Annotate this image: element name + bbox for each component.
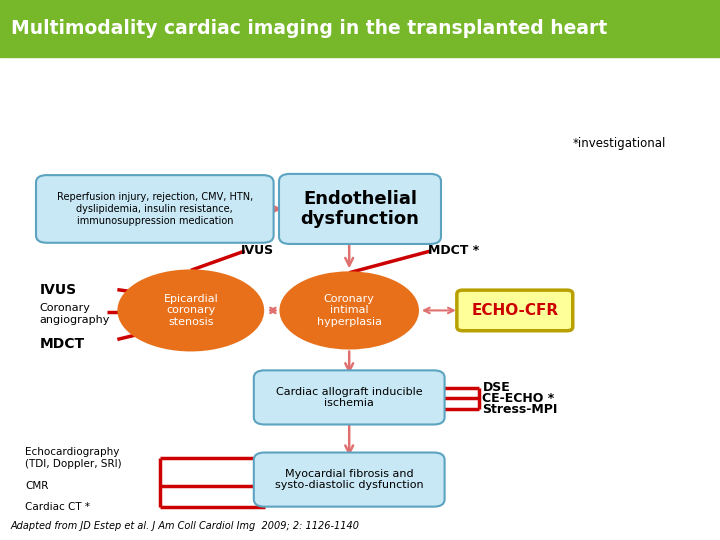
Ellipse shape	[281, 273, 418, 348]
FancyBboxPatch shape	[36, 175, 274, 243]
Text: *investigational: *investigational	[572, 137, 666, 150]
Text: CE-ECHO *: CE-ECHO *	[482, 392, 554, 405]
Ellipse shape	[119, 271, 263, 350]
Text: Epicardial
coronary
stenosis: Epicardial coronary stenosis	[163, 294, 218, 327]
FancyBboxPatch shape	[253, 453, 444, 507]
FancyBboxPatch shape	[456, 290, 572, 330]
Text: Cardiac CT *: Cardiac CT *	[25, 502, 90, 512]
Text: Coronary
intimal
hyperplasia: Coronary intimal hyperplasia	[317, 294, 382, 327]
Text: MDCT *: MDCT *	[428, 244, 480, 256]
FancyBboxPatch shape	[279, 174, 441, 244]
Text: Myocardial fibrosis and
systo-diastolic dysfunction: Myocardial fibrosis and systo-diastolic …	[275, 469, 423, 490]
Text: IVUS: IVUS	[40, 282, 77, 296]
Text: Echocardiography
(TDI, Doppler, SRI): Echocardiography (TDI, Doppler, SRI)	[25, 447, 122, 469]
Text: Stress-MPI: Stress-MPI	[482, 402, 558, 415]
Text: Coronary
angiography: Coronary angiography	[40, 303, 110, 325]
Text: Adapted from JD Estep et al. J Am Coll Cardiol Img  2009; 2: 1126-1140: Adapted from JD Estep et al. J Am Coll C…	[11, 521, 360, 531]
Text: ECHO-CFR: ECHO-CFR	[471, 303, 559, 318]
Text: Multimodality cardiac imaging in the transplanted heart: Multimodality cardiac imaging in the tra…	[11, 18, 607, 38]
Text: IVUS: IVUS	[241, 244, 274, 256]
Text: Reperfusion injury, rejection, CMV, HTN,
dyslipidemia, insulin resistance,
immun: Reperfusion injury, rejection, CMV, HTN,…	[57, 192, 253, 226]
FancyBboxPatch shape	[253, 370, 444, 424]
Text: Endothelial
dysfunction: Endothelial dysfunction	[300, 190, 420, 228]
Text: DSE: DSE	[482, 381, 510, 394]
Text: MDCT: MDCT	[40, 338, 85, 351]
Text: Cardiac allograft inducible
ischemia: Cardiac allograft inducible ischemia	[276, 387, 423, 408]
Text: CMR: CMR	[25, 481, 48, 491]
